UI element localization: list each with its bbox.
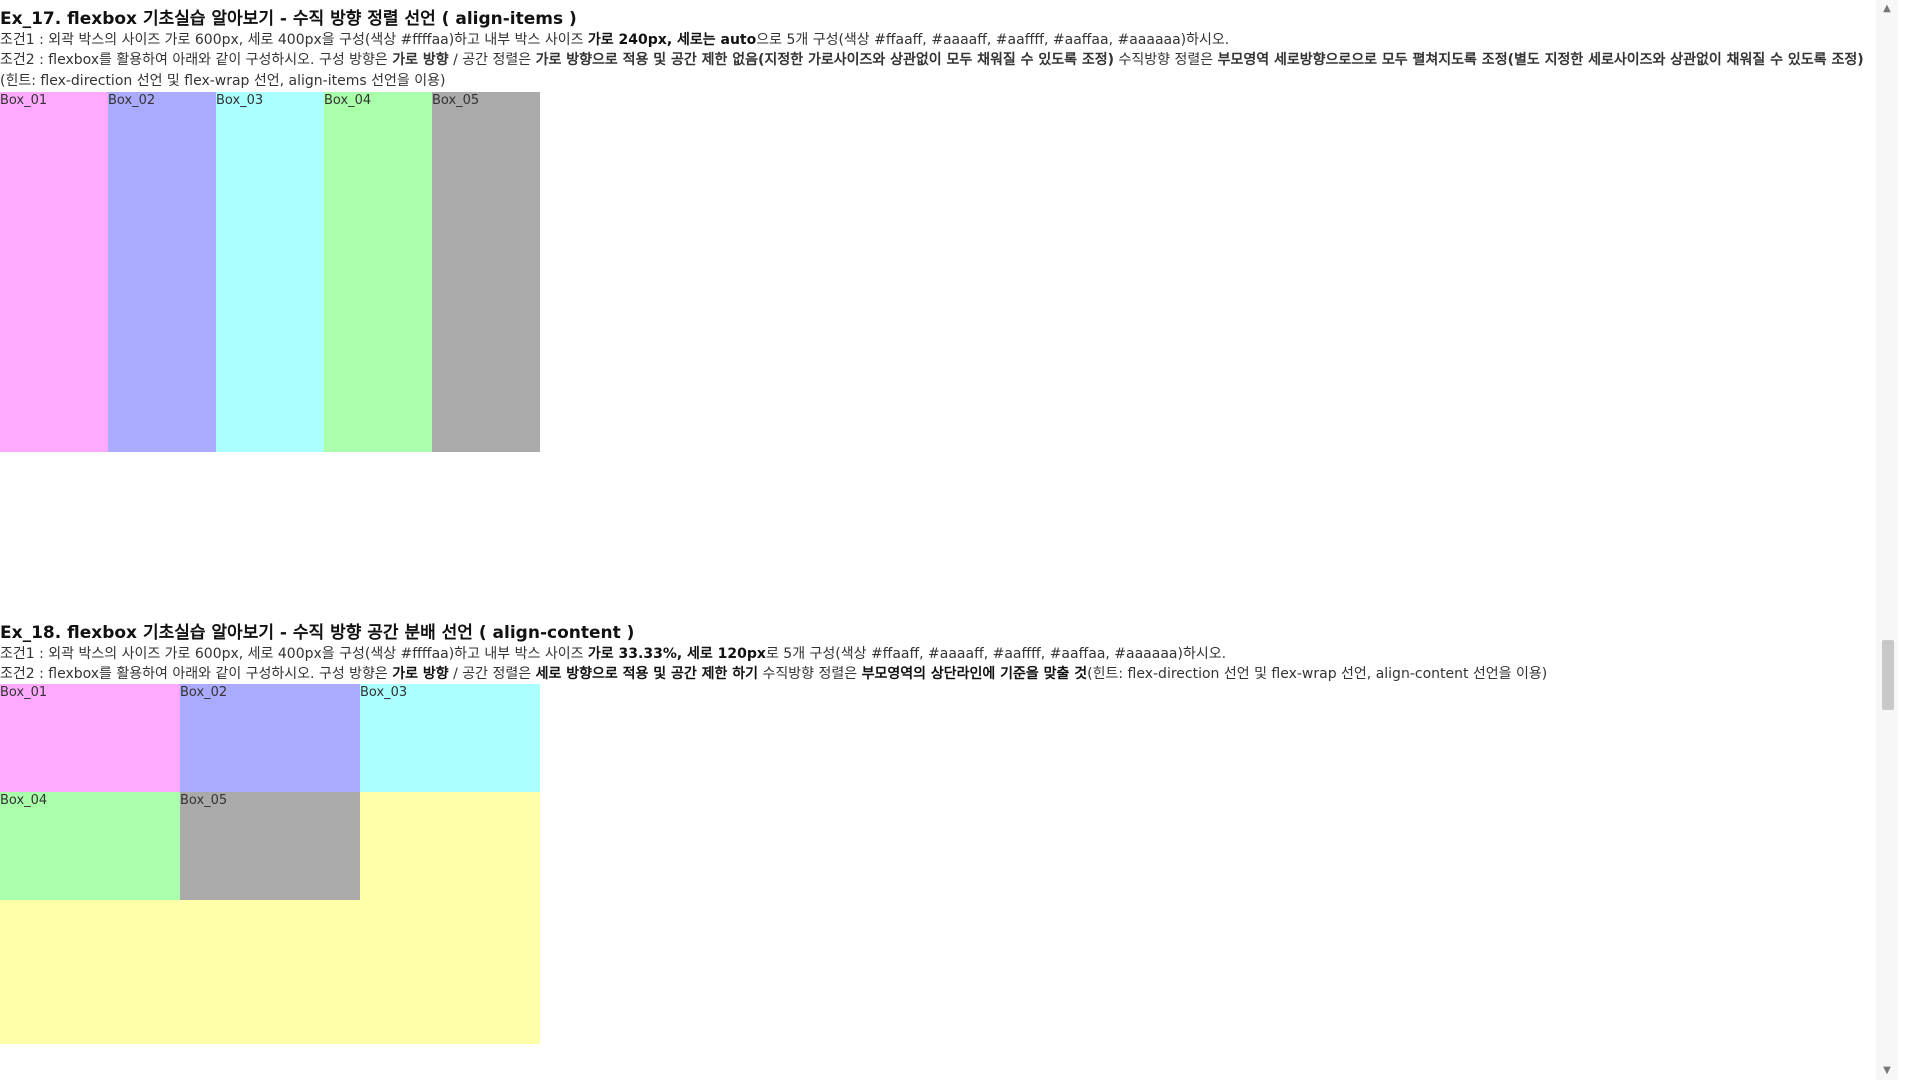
ex17-cond2-part4: (힌트: flex-direction 선언 및 flex-wrap 선언, a… bbox=[0, 73, 446, 89]
ex18-box-04: Box_04 bbox=[0, 792, 180, 900]
ex17-title: Ex_17. flexbox 기초실습 알아보기 - 수직 방향 정렬 선언 (… bbox=[0, 9, 577, 29]
ex18-condition-2: 조건2 : flexbox를 활용하여 아래와 같이 구성하시오. 구성 방향은… bbox=[0, 664, 1895, 684]
ex17-box-04: Box_04 bbox=[324, 92, 432, 452]
ex18-condition-1: 조건1 : 외곽 박스의 사이즈 가로 600px, 세로 400px을 구성(… bbox=[0, 644, 1895, 664]
scroll-up-arrow-icon[interactable]: ▲ bbox=[1883, 3, 1891, 14]
ex17-cond1-prefix: 조건1 : 외곽 박스의 사이즈 가로 600px, 세로 400px을 구성(… bbox=[0, 32, 588, 48]
ex18-box-02: Box_02 bbox=[179, 684, 360, 792]
ex18-title: Ex_18. flexbox 기초실습 알아보기 - 수직 방향 공간 분배 선… bbox=[0, 623, 635, 643]
ex17-box-03: Box_03 bbox=[216, 92, 324, 452]
ex17-condition-2: 조건2 : flexbox를 활용하여 아래와 같이 구성하시오. 구성 방향은… bbox=[0, 50, 1890, 92]
ex17-cond1-bold: 가로 240px, 세로는 auto bbox=[587, 32, 757, 48]
ex18-cond1-prefix: 조건1 : 외곽 박스의 사이즈 가로 600px, 세로 400px을 구성(… bbox=[0, 646, 588, 662]
ex17-cond2-bold3: 부모영역 세로방향으로으로 모두 펼쳐지도록 조정(별도 지정한 세로사이즈와 … bbox=[1217, 52, 1864, 68]
page-scrollbar[interactable]: ▲ ▼ bbox=[1876, 0, 1898, 1080]
ex18-cond1-bold: 가로 33.33%, 세로 120px bbox=[587, 646, 766, 662]
ex18-cond2-part2: / 공간 정렬은 bbox=[448, 666, 536, 682]
ex17-cond2-bold2: 가로 방향으로 적용 및 공간 제한 없음(지정한 가로사이즈와 상관없이 모두… bbox=[535, 52, 1115, 68]
ex18-cond2-part1: 조건2 : flexbox를 활용하여 아래와 같이 구성하시오. 구성 방향은 bbox=[0, 666, 393, 682]
ex17-box-02: Box_02 bbox=[108, 92, 216, 452]
ex18-box-05: Box_05 bbox=[179, 792, 360, 900]
ex18-section: Ex_18. flexbox 기초실습 알아보기 - 수직 방향 공간 분배 선… bbox=[0, 622, 1895, 1044]
ex17-cond1-suffix: 으로 5개 구성(색상 #ffaaff, #aaaaff, #aaffff, #… bbox=[756, 32, 1230, 48]
ex17-cond2-bold1: 가로 방향 bbox=[392, 52, 449, 68]
ex17-cond2-part3: 수직방향 정렬은 bbox=[1114, 52, 1218, 68]
ex17-section: Ex_17. flexbox 기초실습 알아보기 - 수직 방향 정렬 선언 (… bbox=[0, 8, 1895, 452]
ex17-outer-box: Box_01 Box_02 Box_03 Box_04 Box_05 bbox=[0, 92, 540, 452]
ex17-cond2-part1: 조건2 : flexbox를 활용하여 아래와 같이 구성하시오. 구성 방향은 bbox=[0, 52, 393, 68]
ex18-cond2-bold2: 세로 방향으로 적용 및 공간 제한 하기 bbox=[535, 666, 759, 682]
ex18-cond2-part3: 수직방향 정렬은 bbox=[758, 666, 862, 682]
ex17-box-01: Box_01 bbox=[0, 92, 108, 452]
ex18-outer-box: Box_01 Box_02 Box_03 Box_04 Box_05 bbox=[0, 684, 540, 1044]
ex17-condition-1: 조건1 : 외곽 박스의 사이즈 가로 600px, 세로 400px을 구성(… bbox=[0, 30, 1895, 50]
ex17-cond2-part2: / 공간 정렬은 bbox=[448, 52, 536, 68]
scrollbar-thumb[interactable] bbox=[1882, 640, 1894, 710]
ex18-box-01: Box_01 bbox=[0, 684, 180, 792]
scroll-down-arrow-icon[interactable]: ▼ bbox=[1883, 1065, 1891, 1076]
ex18-cond2-bold3: 부모영역의 상단라인에 기준을 맞출 것 bbox=[861, 666, 1088, 682]
ex18-cond2-part4: (힌트: flex-direction 선언 및 flex-wrap 선언, a… bbox=[1087, 666, 1548, 682]
ex18-box-03: Box_03 bbox=[359, 684, 540, 792]
ex18-cond1-suffix: 로 5개 구성(색상 #ffaaff, #aaaaff, #aaffff, #a… bbox=[765, 646, 1227, 662]
ex18-cond2-bold1: 가로 방향 bbox=[392, 666, 449, 682]
ex17-box-05: Box_05 bbox=[432, 92, 540, 452]
